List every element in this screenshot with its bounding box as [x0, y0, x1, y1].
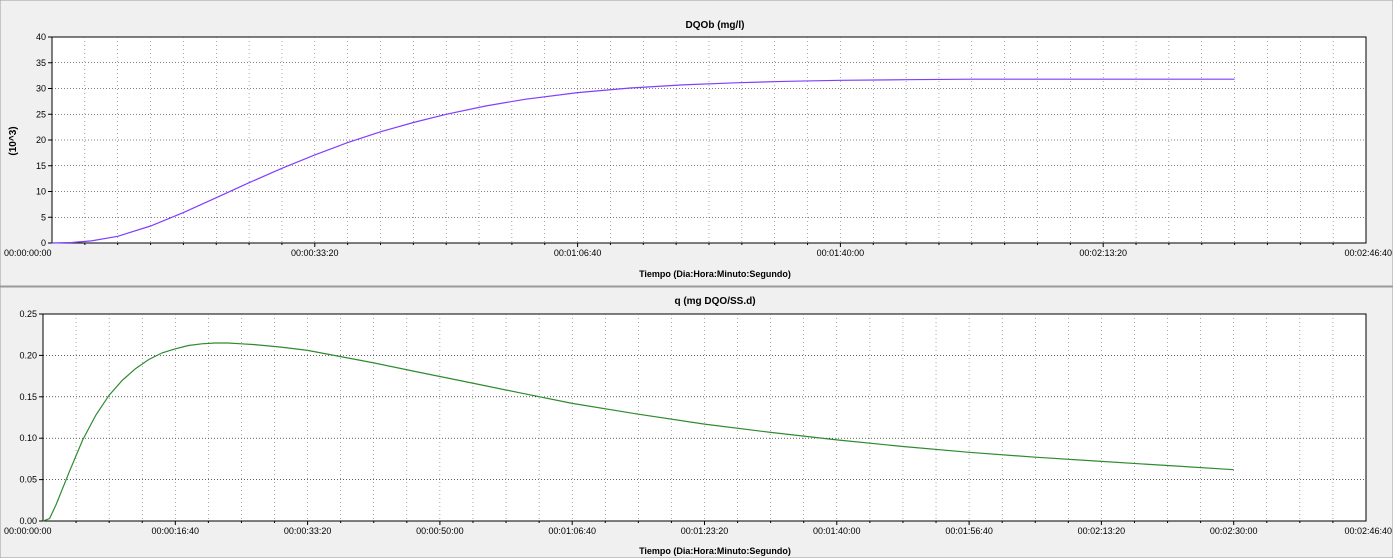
y-tick-label: 0.20 — [19, 350, 37, 360]
x-tick-label: 00:02:13:20 — [1078, 526, 1126, 536]
y-tick-label: 0.25 — [19, 309, 37, 319]
y-axis-label: (10^3) — [8, 126, 19, 155]
y-tick-label: 20 — [36, 135, 46, 145]
x-tick-label: 00:01:40:00 — [817, 248, 865, 258]
x-tick-label: 00:02:30:00 — [1210, 526, 1258, 536]
x-tick-label: 00:02:46:40 — [1344, 526, 1392, 536]
chart-title: DQOb (mg/l) — [686, 20, 745, 31]
y-tick-label: 0.15 — [19, 392, 37, 402]
x-tick-label: 00:01:06:40 — [554, 248, 602, 258]
x-tick-label: 00:02:13:20 — [1079, 248, 1127, 258]
x-tick-label: 00:01:23:20 — [681, 526, 729, 536]
y-tick-label: 0.00 — [19, 516, 37, 526]
x-axis-label: Tiempo (Dia:Hora:Minuto:Segundo) — [639, 269, 791, 279]
y-tick-label: 10 — [36, 187, 46, 197]
y-tick-label: 5 — [41, 212, 46, 222]
x-tick-label: 00:00:33:20 — [291, 248, 339, 258]
x-tick-label: 00:00:00:00 — [4, 526, 52, 536]
y-tick-label: 40 — [36, 32, 46, 42]
panel-q: q (mg DQO/SS.d) Tiempo (Dia:Hora:Minuto:… — [0, 287, 1393, 558]
y-tick-label: 0.10 — [19, 433, 37, 443]
x-tick-label: 00:01:06:40 — [548, 526, 596, 536]
y-tick-label: 30 — [36, 84, 46, 94]
chart-title: q (mg DQO/SS.d) — [674, 296, 755, 307]
y-tick-label: 25 — [36, 109, 46, 119]
x-tick-label: 00:00:16:40 — [152, 526, 200, 536]
plot-area: 0.00 0.05 0.10 0.15 0.20 0.25 00:00:00:00 00:00… — [4, 309, 1392, 536]
y-tick-label: 0 — [41, 238, 46, 248]
x-tick-label: 00:02:46:40 — [1344, 248, 1392, 258]
x-axis-label: Tiempo (Dia:Hora:Minuto:Segundo) — [639, 546, 791, 556]
x-tick-label: 00:00:50:00 — [416, 526, 464, 536]
y-tick-label: 35 — [36, 58, 46, 68]
panel-dqob: DQOb (mg/l) (10^3) Tiempo (Dia:Hora:Minu… — [0, 0, 1393, 286]
x-tick-label: 00:01:40:00 — [813, 526, 861, 536]
x-tick-label: 00:01:56:40 — [945, 526, 993, 536]
y-tick-label: 15 — [36, 161, 46, 171]
plot-background — [43, 314, 1366, 521]
x-tick-label: 00:00:00:00 — [4, 248, 52, 258]
x-tick-label: 00:00:33:20 — [284, 526, 332, 536]
y-tick-label: 0.05 — [19, 475, 37, 485]
plot-area: 0 5 10 15 20 25 30 35 40 00:00:00:00 00:00:33:20 00… — [4, 32, 1392, 258]
